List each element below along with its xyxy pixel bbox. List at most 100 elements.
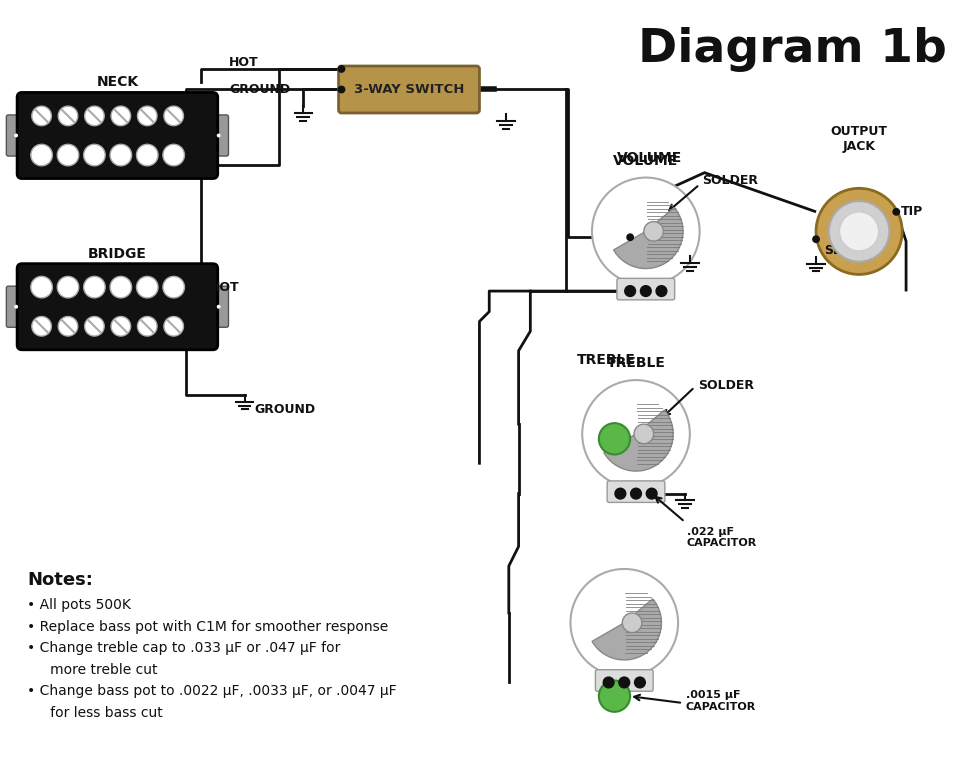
- Circle shape: [57, 276, 78, 298]
- Circle shape: [829, 201, 890, 262]
- FancyBboxPatch shape: [6, 286, 25, 327]
- Circle shape: [83, 144, 105, 166]
- Text: GROUND: GROUND: [255, 403, 316, 416]
- FancyBboxPatch shape: [338, 66, 479, 113]
- Circle shape: [111, 106, 130, 126]
- Circle shape: [615, 488, 626, 499]
- Text: for less bass cut: for less bass cut: [37, 706, 163, 720]
- Circle shape: [592, 178, 700, 285]
- Circle shape: [31, 106, 51, 126]
- FancyBboxPatch shape: [608, 481, 664, 502]
- Circle shape: [136, 144, 158, 166]
- Circle shape: [31, 316, 51, 336]
- Text: HOT: HOT: [211, 280, 240, 293]
- FancyBboxPatch shape: [617, 278, 674, 300]
- Circle shape: [58, 106, 77, 126]
- Circle shape: [30, 144, 52, 166]
- Text: VOLUME: VOLUME: [613, 154, 678, 168]
- Circle shape: [110, 144, 131, 166]
- Circle shape: [337, 65, 345, 73]
- Circle shape: [635, 678, 645, 688]
- Circle shape: [619, 678, 629, 688]
- Circle shape: [604, 678, 613, 688]
- Circle shape: [615, 489, 625, 498]
- Text: NECK: NECK: [96, 75, 138, 89]
- Circle shape: [14, 133, 18, 137]
- Text: SOLDER: SOLDER: [703, 174, 759, 187]
- Circle shape: [164, 316, 183, 336]
- Text: GROUND: GROUND: [229, 83, 290, 96]
- Circle shape: [657, 286, 666, 296]
- Text: • Change treble cap to .033 μF or .047 μF for: • Change treble cap to .033 μF or .047 μ…: [27, 641, 341, 655]
- Text: TIP: TIP: [902, 206, 923, 219]
- Circle shape: [812, 236, 820, 243]
- Circle shape: [625, 286, 635, 296]
- Circle shape: [619, 677, 630, 688]
- Text: TREBLE: TREBLE: [607, 357, 665, 370]
- Text: VOLUME: VOLUME: [616, 151, 682, 165]
- Circle shape: [84, 316, 104, 336]
- Wedge shape: [604, 410, 673, 471]
- Circle shape: [136, 276, 158, 298]
- FancyBboxPatch shape: [596, 670, 653, 691]
- FancyBboxPatch shape: [6, 115, 25, 156]
- Circle shape: [634, 424, 654, 444]
- Circle shape: [84, 106, 104, 126]
- Text: • All pots 500K: • All pots 500K: [27, 598, 131, 612]
- Text: .0015 μF
CAPACITOR: .0015 μF CAPACITOR: [686, 690, 757, 711]
- FancyBboxPatch shape: [17, 92, 218, 179]
- Text: more treble cut: more treble cut: [37, 663, 158, 677]
- Circle shape: [163, 144, 184, 166]
- Wedge shape: [613, 207, 683, 269]
- Circle shape: [625, 286, 635, 296]
- Circle shape: [163, 276, 184, 298]
- Circle shape: [570, 569, 678, 677]
- Text: SOLDER: SOLDER: [698, 379, 754, 391]
- Text: • Change bass pot to .0022 μF, .0033 μF, or .0047 μF: • Change bass pot to .0022 μF, .0033 μF,…: [27, 685, 397, 698]
- Text: HOT: HOT: [229, 55, 259, 69]
- Text: .022 μF
CAPACITOR: .022 μF CAPACITOR: [687, 527, 758, 548]
- Circle shape: [840, 212, 879, 251]
- Circle shape: [30, 276, 52, 298]
- Circle shape: [622, 613, 642, 633]
- Circle shape: [164, 106, 183, 126]
- Circle shape: [893, 208, 901, 216]
- Circle shape: [634, 677, 645, 688]
- Circle shape: [337, 85, 345, 93]
- Circle shape: [599, 681, 630, 711]
- Text: TREBLE: TREBLE: [577, 353, 636, 367]
- Text: SLEEVE: SLEEVE: [824, 244, 876, 257]
- Circle shape: [631, 489, 641, 498]
- Text: Diagram 1b: Diagram 1b: [638, 27, 947, 72]
- FancyBboxPatch shape: [17, 263, 218, 350]
- Circle shape: [656, 286, 666, 296]
- Wedge shape: [592, 599, 662, 660]
- Circle shape: [110, 276, 131, 298]
- Circle shape: [604, 677, 614, 688]
- Circle shape: [582, 380, 690, 487]
- Circle shape: [14, 305, 18, 309]
- Text: 3-WAY SWITCH: 3-WAY SWITCH: [354, 83, 465, 96]
- Text: • Replace bass pot with C1M for smoother response: • Replace bass pot with C1M for smoother…: [27, 620, 389, 634]
- Circle shape: [83, 276, 105, 298]
- FancyBboxPatch shape: [209, 286, 228, 327]
- Circle shape: [599, 424, 630, 454]
- Circle shape: [137, 106, 157, 126]
- Circle shape: [646, 488, 657, 499]
- Text: OUTPUT
JACK: OUTPUT JACK: [831, 125, 888, 153]
- Text: BRIDGE: BRIDGE: [88, 246, 147, 261]
- Circle shape: [640, 286, 651, 296]
- Circle shape: [217, 305, 221, 309]
- Circle shape: [641, 286, 651, 296]
- Circle shape: [217, 133, 221, 137]
- Circle shape: [647, 489, 657, 498]
- Text: Notes:: Notes:: [27, 571, 93, 589]
- Circle shape: [137, 316, 157, 336]
- Circle shape: [631, 488, 641, 499]
- Circle shape: [816, 189, 903, 274]
- Circle shape: [58, 316, 77, 336]
- Circle shape: [626, 233, 634, 241]
- Circle shape: [57, 144, 78, 166]
- Circle shape: [111, 316, 130, 336]
- FancyBboxPatch shape: [209, 115, 228, 156]
